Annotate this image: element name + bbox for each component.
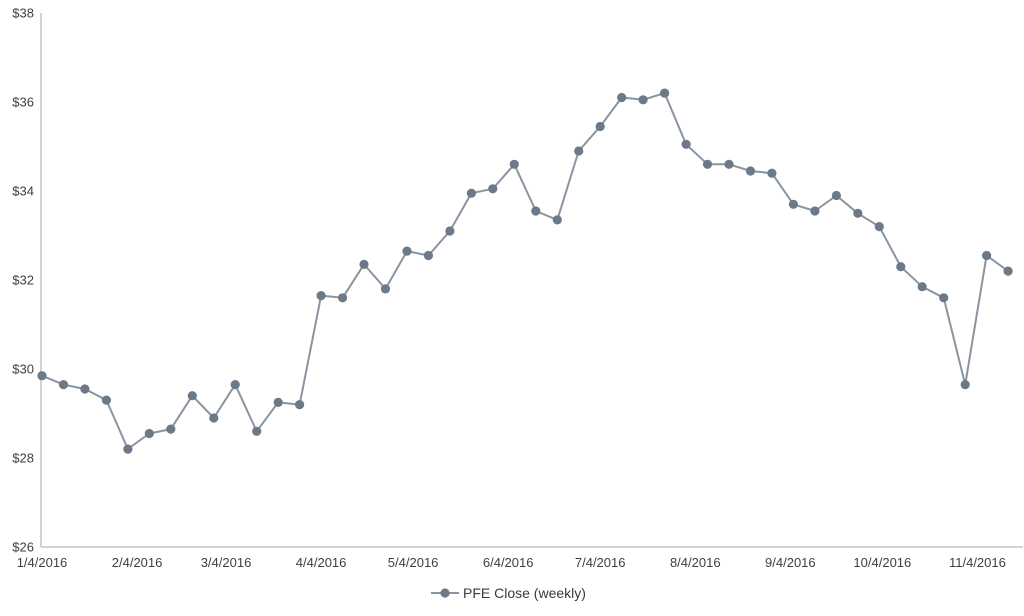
data-point-marker [187, 391, 197, 401]
data-point-marker [960, 380, 970, 390]
data-point-marker [488, 184, 498, 194]
y-tick-label: $26 [12, 540, 34, 555]
y-tick-label: $36 [12, 95, 34, 110]
data-point-marker [166, 424, 176, 434]
y-tick-label: $34 [12, 184, 34, 199]
data-point-marker [745, 166, 756, 176]
legend-marker-icon [440, 588, 450, 598]
data-point-marker [810, 206, 820, 216]
data-point-marker [144, 428, 154, 439]
data-point-marker [466, 188, 476, 198]
data-point-marker [939, 293, 949, 303]
data-point-marker [917, 282, 927, 292]
legend-label: PFE Close (weekly) [463, 585, 586, 601]
data-point-marker [80, 384, 90, 394]
data-point-marker [209, 413, 219, 423]
x-tick-label: 10/4/2016 [853, 555, 911, 570]
data-point-marker [123, 444, 133, 454]
data-point-marker [359, 259, 369, 269]
data-point-marker [552, 215, 562, 225]
y-tick-label: $28 [12, 451, 34, 466]
x-tick-label: 6/4/2016 [483, 555, 534, 570]
data-point-marker [1003, 266, 1013, 276]
x-axis-labels: 1/4/2016 2/4/2016 3/4/2016 4/4/2016 5/4/2016… [17, 555, 1006, 570]
data-point-marker [982, 250, 992, 261]
data-point-marker [702, 159, 713, 169]
data-point-marker [574, 146, 584, 156]
data-point-marker [37, 371, 47, 381]
series-pfe-close [37, 88, 1013, 454]
legend: PFE Close (weekly) [431, 585, 586, 601]
data-point-marker [423, 250, 433, 261]
data-point-marker [660, 88, 670, 98]
series-line [41, 92, 1010, 451]
data-point-marker [273, 397, 283, 407]
x-tick-label: 8/4/2016 [670, 555, 721, 570]
data-point-marker [58, 380, 69, 390]
x-tick-label: 3/4/2016 [201, 555, 252, 570]
data-point-marker [831, 190, 842, 201]
x-tick-label: 5/4/2016 [388, 555, 439, 570]
data-point-marker [316, 291, 326, 301]
data-point-marker [767, 168, 777, 178]
data-point-marker [638, 95, 648, 105]
data-point-marker [380, 284, 391, 294]
x-tick-label: 9/4/2016 [765, 555, 816, 570]
data-point-marker [595, 121, 605, 132]
data-point-marker [509, 159, 519, 169]
data-point-marker [338, 293, 348, 303]
data-point-marker [252, 426, 262, 436]
data-point-marker [724, 159, 734, 169]
x-tick-label: 4/4/2016 [296, 555, 347, 570]
x-tick-label: 2/4/2016 [112, 555, 163, 570]
data-point-marker [295, 400, 305, 410]
y-tick-label: $38 [12, 6, 34, 21]
data-point-marker [531, 206, 541, 216]
data-point-marker [230, 380, 240, 390]
data-point-marker [402, 246, 412, 256]
data-point-marker [101, 395, 111, 405]
data-point-marker [874, 222, 884, 232]
data-point-marker [853, 208, 863, 218]
data-point-marker [788, 199, 799, 209]
data-point-marker [681, 139, 691, 149]
data-point-marker [445, 226, 455, 236]
x-tick-label: 11/4/2016 [949, 555, 1006, 570]
data-point-marker [617, 92, 627, 103]
y-tick-label: $32 [12, 273, 34, 288]
x-tick-label: 1/4/2016 [17, 555, 68, 570]
x-tick-label: 7/4/2016 [575, 555, 626, 570]
y-axis-labels: $26 $28 $30 $32 $34 $36 $38 [12, 6, 34, 555]
y-tick-label: $30 [12, 362, 34, 377]
axes [40, 13, 1023, 548]
data-point-marker [896, 262, 906, 272]
